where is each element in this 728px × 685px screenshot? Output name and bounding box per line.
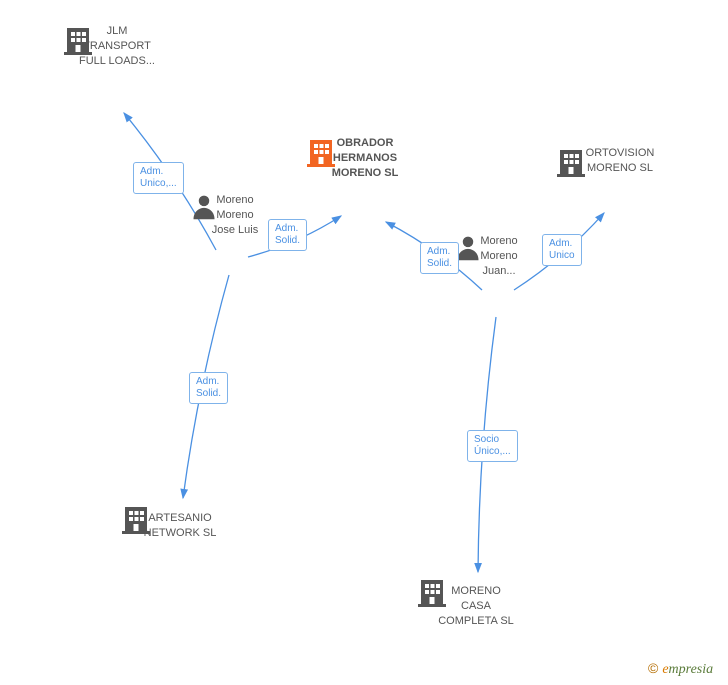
node-jose_luis: Moreno Moreno Jose Luis xyxy=(190,193,280,242)
node-ortovision: ORTOVISION MORENO SL xyxy=(555,146,685,180)
node-jlm: JLM TRANSPORT FULL LOADS... xyxy=(62,24,172,73)
edge-label: Socio Único,... xyxy=(467,430,518,462)
node-obrador: OBRADOR HERMANOS MORENO SL xyxy=(305,136,425,185)
edge-label: Adm. Solid. xyxy=(420,242,459,274)
watermark: ©empresia xyxy=(648,660,713,678)
edge-label: Adm. Unico xyxy=(542,234,582,266)
edge-label: Adm. Unico,... xyxy=(133,162,184,194)
edges-layer xyxy=(0,0,728,685)
edge-label: Adm. Solid. xyxy=(268,219,307,251)
copyright-symbol: © xyxy=(648,660,658,676)
node-moreno_casa: MORENO CASA COMPLETA SL xyxy=(416,576,536,629)
node-juan: Moreno Moreno Juan... xyxy=(454,234,544,283)
brand-rest: mpresia xyxy=(669,662,714,677)
node-artesanio: ARTESANIO NETWORK SL xyxy=(120,503,240,541)
edge-label: Adm. Solid. xyxy=(189,372,228,404)
